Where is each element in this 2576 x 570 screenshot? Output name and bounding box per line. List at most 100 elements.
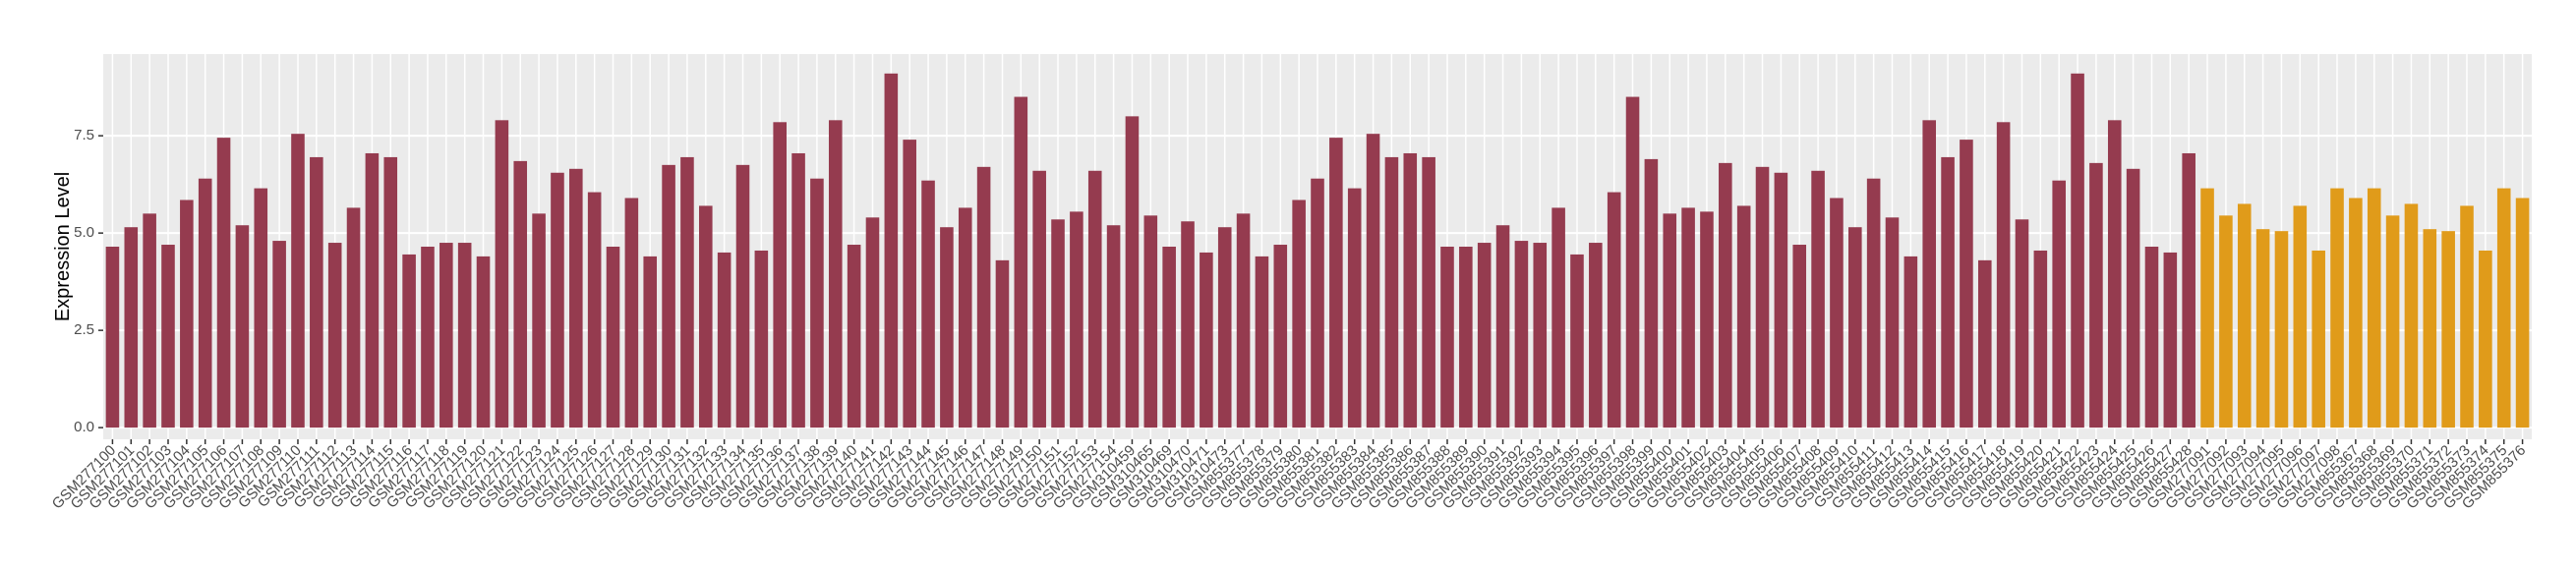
bar: [1032, 170, 1046, 428]
bar: [1255, 256, 1269, 428]
bar: [2182, 152, 2195, 428]
bar: [1644, 158, 1659, 428]
bar: [2349, 198, 2363, 428]
bar: [216, 138, 231, 428]
bar: [865, 217, 880, 428]
bar: [2293, 205, 2308, 428]
bar: [143, 213, 156, 428]
bar: [1143, 215, 1158, 428]
bar: [124, 227, 139, 428]
bar: [791, 152, 805, 428]
bar: [828, 120, 843, 428]
bar: [1774, 172, 1788, 428]
bar: [402, 254, 416, 428]
bar: [1236, 213, 1251, 428]
bar: [940, 227, 954, 428]
bar: [1422, 156, 1435, 428]
bar: [847, 245, 861, 428]
bar: [1866, 178, 1881, 428]
bar: [2015, 219, 2029, 428]
bar: [1477, 243, 1492, 428]
bar: [1830, 198, 1844, 428]
bar: [1181, 221, 1195, 428]
bar: [921, 180, 935, 428]
bar: [2052, 180, 2066, 428]
bar: [1533, 243, 1548, 428]
bar: [1811, 170, 1825, 428]
bar: [1311, 178, 1324, 428]
bar: [717, 252, 732, 428]
bar: [698, 205, 713, 428]
bar: [1495, 225, 1510, 428]
bar: [254, 188, 268, 428]
bar: [180, 200, 194, 428]
bar: [1996, 122, 2011, 428]
bar: [1589, 243, 1603, 428]
bar: [1885, 217, 1900, 428]
bar: [235, 225, 250, 428]
bar: [1570, 254, 1584, 428]
bar: [1792, 245, 1807, 428]
bar: [1273, 245, 1288, 428]
bar: [2312, 250, 2325, 428]
bar: [2496, 188, 2511, 428]
bar: [1755, 166, 1770, 428]
bar: [551, 172, 564, 428]
bar: [1292, 200, 1306, 428]
bar: [1681, 207, 1695, 428]
bar: [773, 122, 787, 428]
bar: [1551, 207, 1565, 428]
bar: [439, 243, 453, 428]
bar: [1384, 156, 1399, 428]
bar: [2515, 198, 2530, 428]
bar: [1700, 211, 1714, 428]
bar: [1347, 188, 1362, 428]
bar: [2460, 205, 2474, 428]
bar: [1459, 247, 1473, 428]
bar: [1663, 213, 1677, 428]
bar: [2144, 247, 2159, 428]
bar: [903, 140, 916, 428]
y-tick-label: 2.5: [74, 321, 94, 338]
bar: [1200, 252, 1213, 428]
bar: [346, 207, 361, 428]
bar: [383, 156, 398, 428]
bar: [624, 198, 639, 428]
bar: [995, 259, 1010, 428]
bar: [2330, 188, 2344, 428]
bar: [1051, 219, 1065, 428]
bar: [272, 241, 286, 428]
bar: [1087, 170, 1102, 428]
bar: [1960, 140, 1973, 428]
bar: [1014, 96, 1028, 428]
bar: [1070, 211, 1083, 428]
bar: [2367, 188, 2381, 428]
bar: [291, 134, 305, 428]
bar: [735, 164, 750, 428]
bar: [532, 213, 546, 428]
bar: [2033, 250, 2048, 428]
bar: [2089, 162, 2103, 428]
bar: [327, 243, 342, 428]
bar: [569, 168, 583, 428]
bar: [198, 178, 212, 428]
bar: [1106, 225, 1121, 428]
bar: [1162, 247, 1176, 428]
bar: [2385, 215, 2400, 428]
bar: [2071, 73, 2084, 428]
bar: [662, 164, 675, 428]
bar: [1719, 162, 1732, 428]
bar: [2255, 229, 2270, 428]
bar: [976, 166, 991, 428]
bar: [1440, 247, 1454, 428]
bar: [680, 156, 694, 428]
bar: [2441, 231, 2455, 428]
bar: [810, 178, 824, 428]
bar: [2126, 168, 2140, 428]
bar: [161, 245, 175, 428]
bar: [1329, 138, 1343, 428]
bar: [421, 247, 435, 428]
bar: [1514, 241, 1529, 428]
